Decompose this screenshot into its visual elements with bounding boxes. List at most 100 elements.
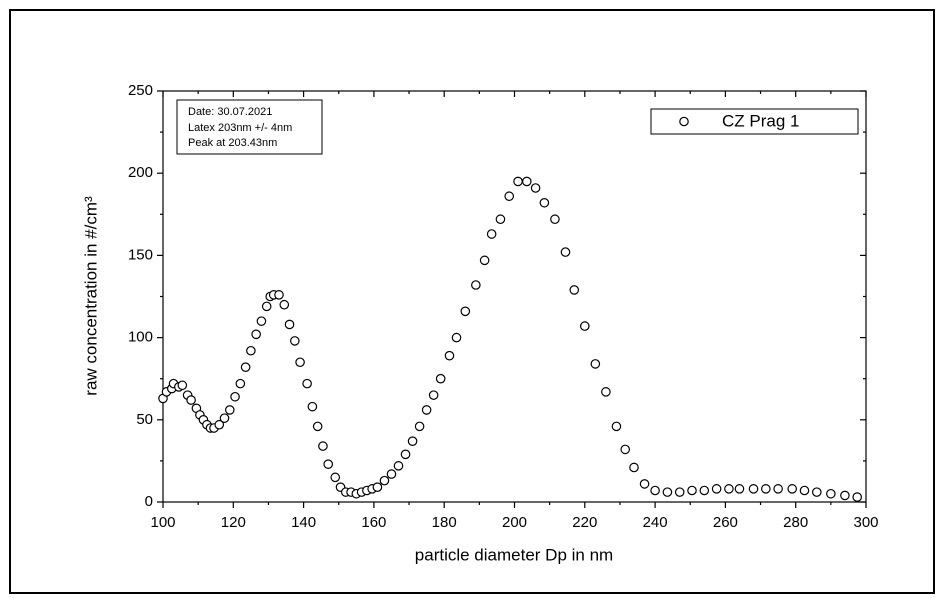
y-tick-label: 50 xyxy=(136,411,153,428)
data-point xyxy=(400,449,411,460)
x-tick-label: 220 xyxy=(572,514,597,531)
data-point xyxy=(650,485,660,496)
data-point xyxy=(295,357,305,368)
x-tick-label: 140 xyxy=(291,514,316,531)
data-point xyxy=(235,378,246,389)
data-point xyxy=(219,413,230,423)
data-point xyxy=(435,373,446,384)
data-point xyxy=(186,395,196,405)
data-point xyxy=(302,378,312,389)
data-point xyxy=(177,380,188,391)
data-point xyxy=(629,462,639,473)
data-point xyxy=(799,485,810,496)
data-point xyxy=(639,479,650,489)
x-tick-label: 280 xyxy=(783,514,808,531)
data-point xyxy=(761,484,771,494)
data-point xyxy=(330,472,341,483)
data-point xyxy=(611,421,622,432)
annotation: Peak at 203.43nm xyxy=(188,137,277,149)
data-point xyxy=(711,484,722,494)
data-point xyxy=(513,176,523,187)
data-point xyxy=(240,362,251,372)
data-point xyxy=(699,485,710,496)
legend-marker xyxy=(679,116,689,127)
data-point xyxy=(214,419,225,430)
data-point xyxy=(460,306,471,317)
data-point xyxy=(620,444,631,455)
x-tick-label: 160 xyxy=(361,514,386,531)
data-point xyxy=(748,484,759,494)
data-point xyxy=(579,321,590,331)
data-point xyxy=(674,487,685,497)
x-tick-label: 200 xyxy=(502,514,527,531)
data-point xyxy=(312,421,323,432)
data-point xyxy=(379,475,390,486)
y-tick-label: 100 xyxy=(128,329,153,346)
data-point xyxy=(444,350,455,361)
data-point xyxy=(495,214,506,225)
data-point xyxy=(590,359,601,369)
data-point xyxy=(530,183,541,193)
data-point xyxy=(522,176,532,187)
data-point xyxy=(230,391,240,402)
y-tick-label: 0 xyxy=(145,493,153,510)
data-point xyxy=(451,332,462,343)
data-point xyxy=(318,441,328,451)
data-point xyxy=(307,401,318,412)
frame xyxy=(9,9,935,594)
data-point xyxy=(773,484,783,494)
annotation: Date: 30.07.2021 xyxy=(188,106,272,118)
data-point xyxy=(840,490,850,501)
data-point xyxy=(471,280,481,290)
data-point xyxy=(279,299,290,310)
data-point xyxy=(407,436,418,446)
x-tick-label: 120 xyxy=(221,514,246,531)
data-point xyxy=(274,290,284,300)
data-point xyxy=(504,191,515,202)
data-point xyxy=(560,247,571,257)
data-point xyxy=(787,484,797,494)
legend-label: CZ Prag 1 xyxy=(722,111,799,130)
data-point xyxy=(414,421,425,432)
y-tick-label: 250 xyxy=(128,82,153,99)
x-axis-label: particle diameter Dp in nm xyxy=(415,545,613,564)
y-tick-label: 150 xyxy=(128,246,153,263)
data-point xyxy=(256,316,267,326)
data-point xyxy=(246,345,256,356)
data-point xyxy=(569,285,580,295)
data-point xyxy=(261,301,272,312)
data-point xyxy=(811,487,822,497)
annotation: Latex 203nm +/- 4nm xyxy=(188,122,292,134)
data-point xyxy=(852,492,863,502)
data-point xyxy=(724,484,734,494)
y-axis-label: raw concentration in #/cm³ xyxy=(81,196,100,396)
data-point xyxy=(601,387,611,397)
x-tick-label: 100 xyxy=(150,514,175,531)
x-tick-label: 180 xyxy=(432,514,457,531)
data-point xyxy=(372,482,383,493)
x-tick-label: 240 xyxy=(643,514,668,531)
data-point xyxy=(826,488,836,499)
data-point xyxy=(539,197,550,208)
x-tick-label: 260 xyxy=(713,514,738,531)
data-point xyxy=(486,229,497,239)
data-point xyxy=(393,461,404,471)
data-point xyxy=(224,405,235,415)
data-point xyxy=(421,405,432,415)
data-point xyxy=(687,485,697,496)
data-point xyxy=(428,390,439,400)
data-point xyxy=(734,484,745,494)
y-tick-label: 200 xyxy=(128,164,153,181)
data-point xyxy=(323,459,334,469)
annotation-box xyxy=(176,99,323,155)
data-point xyxy=(479,255,490,266)
legend xyxy=(650,108,859,135)
data-point xyxy=(550,214,560,225)
data-point xyxy=(251,329,261,340)
data-point xyxy=(386,469,397,479)
data-point xyxy=(290,336,300,346)
data-point xyxy=(284,319,295,330)
data-point xyxy=(662,487,673,497)
